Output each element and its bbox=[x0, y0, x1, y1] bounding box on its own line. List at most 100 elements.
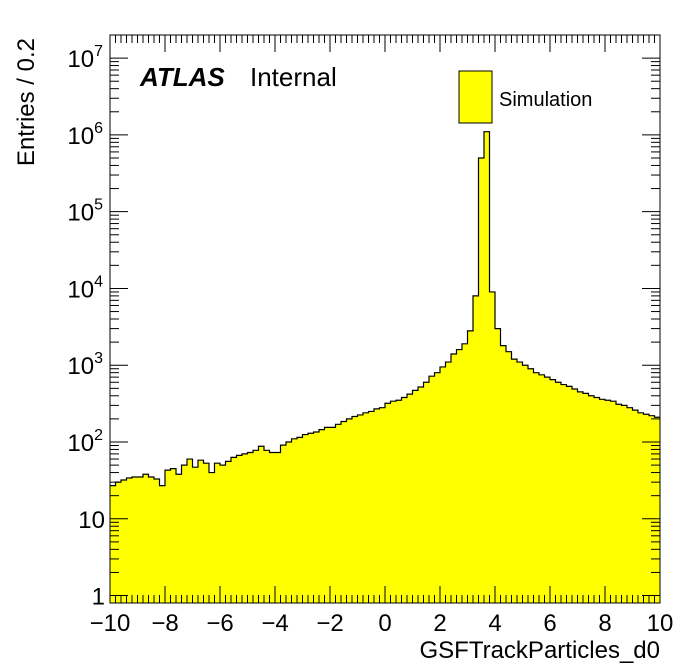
histogram-bin bbox=[236, 455, 243, 603]
histogram-bin bbox=[599, 399, 606, 603]
histogram-bin bbox=[401, 397, 408, 603]
histogram-bin bbox=[275, 452, 281, 603]
legend-swatch bbox=[458, 70, 493, 124]
histogram-bin bbox=[247, 452, 254, 603]
histogram-bin bbox=[225, 461, 232, 603]
x-tick-label: 2 bbox=[433, 610, 446, 637]
atlas-label: ATLAS bbox=[139, 62, 225, 92]
x-tick-label: −8 bbox=[151, 610, 178, 637]
x-tick-label: −6 bbox=[206, 610, 233, 637]
histogram-bin bbox=[187, 459, 193, 603]
x-tick-label: −4 bbox=[261, 610, 288, 637]
histogram-bin bbox=[132, 477, 138, 603]
histogram-bin bbox=[253, 450, 259, 603]
x-tick-label: −2 bbox=[316, 610, 343, 637]
histogram-bin bbox=[363, 412, 369, 603]
histogram-bin bbox=[511, 359, 518, 603]
histogram-bin bbox=[643, 414, 650, 603]
histogram-bin bbox=[115, 482, 122, 603]
histogram-bin bbox=[110, 485, 116, 603]
histogram-bin bbox=[434, 372, 441, 603]
x-tick-label: 4 bbox=[488, 610, 501, 637]
histogram-bin bbox=[649, 415, 655, 603]
histogram-bin bbox=[209, 472, 215, 603]
histogram-bin bbox=[445, 362, 452, 603]
y-tick-label: 106 bbox=[67, 120, 103, 150]
y-tick-label: 102 bbox=[67, 427, 103, 457]
histogram-bin bbox=[500, 345, 507, 603]
histogram-bin bbox=[242, 453, 248, 603]
histogram-bin bbox=[198, 460, 204, 603]
histogram-bin bbox=[588, 395, 595, 603]
histogram-bin bbox=[176, 474, 182, 603]
histogram-bin bbox=[302, 434, 309, 603]
y-tick-label: 105 bbox=[67, 197, 103, 227]
histogram-bin bbox=[566, 386, 573, 603]
histogram-bin bbox=[555, 382, 562, 603]
x-tick-label: 8 bbox=[598, 610, 611, 637]
histogram-bin bbox=[484, 131, 490, 603]
histogram-bin bbox=[517, 362, 523, 603]
histogram-bin bbox=[181, 465, 188, 603]
histogram-bin bbox=[126, 477, 133, 603]
histogram-bin bbox=[335, 424, 342, 603]
histogram-bin bbox=[489, 291, 496, 603]
histogram-bin bbox=[264, 450, 270, 603]
histogram-bin bbox=[308, 433, 314, 603]
histogram-bin bbox=[159, 485, 166, 603]
histogram-bin bbox=[610, 401, 617, 603]
histogram-bin bbox=[341, 421, 347, 603]
histogram-bin bbox=[269, 452, 276, 603]
x-axis-ticks: −10 −8 −6 −4 −2 0 2 4 6 8 10 bbox=[90, 35, 674, 637]
histogram-bin bbox=[522, 365, 529, 603]
histogram-bin bbox=[451, 354, 457, 603]
y-axis-ticks: 1 10 102 103 104 105 106 107 bbox=[67, 34, 660, 611]
histogram-bin bbox=[220, 465, 226, 603]
histogram-bin bbox=[297, 437, 303, 603]
histogram-bin bbox=[616, 404, 622, 603]
histogram-bin bbox=[280, 445, 287, 603]
histogram-bin bbox=[346, 418, 353, 603]
histogram-bin bbox=[528, 368, 534, 603]
histogram-bin bbox=[561, 384, 567, 603]
histogram-bin bbox=[313, 432, 320, 603]
histogram-bin bbox=[214, 463, 221, 603]
histogram-bin bbox=[291, 438, 298, 603]
histogram-bin bbox=[368, 411, 375, 603]
histogram-bin bbox=[550, 379, 556, 603]
histogram-bin bbox=[572, 389, 578, 603]
histogram-bin bbox=[390, 401, 397, 603]
histogram-bin bbox=[258, 446, 265, 603]
histogram-bin bbox=[148, 477, 155, 603]
histogram-bin bbox=[379, 407, 386, 603]
y-tick-label: 103 bbox=[67, 350, 103, 380]
histogram-bin bbox=[170, 468, 177, 603]
histogram-bin bbox=[467, 330, 474, 603]
histogram-bin bbox=[632, 410, 639, 603]
histogram-bin bbox=[319, 429, 325, 603]
histogram-bin bbox=[330, 427, 336, 603]
histogram-bin bbox=[352, 416, 358, 603]
histogram-bin bbox=[231, 457, 237, 603]
histogram-outline bbox=[110, 131, 660, 487]
x-tick-label: −10 bbox=[90, 610, 131, 637]
histogram-bin bbox=[165, 470, 171, 603]
histogram-bin bbox=[473, 295, 479, 603]
histogram-bin bbox=[544, 377, 551, 603]
y-axis-label: Entries / 0.2 bbox=[13, 38, 40, 166]
y-tick-label: 104 bbox=[67, 273, 103, 303]
internal-label: Internal bbox=[250, 62, 337, 92]
histogram-bin bbox=[121, 480, 127, 603]
histogram-bin bbox=[577, 391, 584, 603]
histogram-bin bbox=[506, 351, 512, 603]
histogram-bin bbox=[423, 382, 430, 603]
x-tick-label: 10 bbox=[647, 610, 674, 637]
histogram-bin bbox=[412, 390, 419, 603]
histogram-bin bbox=[583, 393, 589, 603]
histogram-bin bbox=[374, 408, 380, 603]
histogram-bin bbox=[462, 343, 468, 603]
histogram-bin bbox=[621, 405, 628, 603]
histogram-bin bbox=[385, 403, 391, 603]
histogram-bin bbox=[203, 463, 210, 603]
histogram-bin bbox=[418, 387, 424, 603]
